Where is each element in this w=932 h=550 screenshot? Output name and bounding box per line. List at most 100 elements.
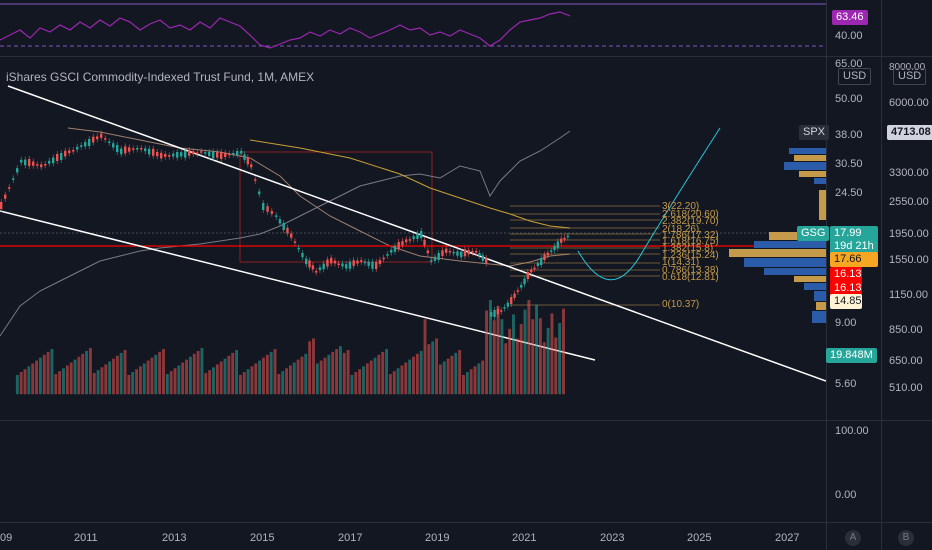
price-axis-label: 5.60 — [835, 378, 857, 390]
volume-bar — [369, 360, 373, 395]
candle-body — [533, 267, 536, 270]
candle-body — [250, 164, 253, 168]
candle-body — [546, 252, 550, 256]
volume-bar — [419, 350, 423, 395]
candle-body — [224, 152, 227, 157]
volume-bar — [408, 359, 412, 395]
volume-bar — [100, 367, 104, 395]
volume-bar — [346, 350, 350, 395]
lower-trendline[interactable] — [0, 210, 596, 361]
volume-bar — [112, 358, 115, 395]
volume-bar — [342, 352, 346, 395]
price-axis-top: 65.00 — [835, 58, 863, 70]
volume-bar — [485, 310, 488, 395]
candle-body — [48, 160, 51, 164]
gsg-symbol-badge[interactable]: GSG — [797, 226, 830, 241]
candle-body — [408, 239, 412, 241]
volume-bar — [558, 323, 562, 395]
time-axis-label: 09 — [0, 532, 13, 544]
candle-body — [536, 263, 540, 266]
volume-bar — [319, 360, 323, 395]
candle-body — [116, 145, 119, 152]
candle-body — [60, 153, 63, 160]
volume-bar — [254, 363, 258, 395]
volume-bar — [542, 342, 546, 395]
volume-bar — [196, 350, 200, 395]
volume-bar — [304, 353, 308, 395]
volume-bar — [135, 369, 138, 395]
volume-bar — [127, 375, 131, 395]
volume-pane[interactable] — [0, 300, 826, 400]
volume-bar — [162, 349, 165, 395]
spx-axis-label: 3300.00 — [889, 167, 929, 179]
candle-body — [160, 152, 163, 159]
fib-lines — [510, 205, 660, 306]
currency-badge-right[interactable]: USD — [893, 68, 927, 85]
volume-bar — [404, 362, 408, 395]
candle-body — [164, 154, 167, 157]
volume-bar — [246, 369, 250, 395]
candle-body — [475, 251, 478, 253]
volume-bar — [335, 349, 338, 395]
volume-bar — [15, 375, 19, 395]
candle-body — [371, 261, 374, 269]
volume-bar — [58, 371, 62, 395]
volume-bar — [523, 309, 527, 395]
candle-body — [28, 159, 31, 166]
candle-body — [16, 168, 19, 173]
log-scale-button[interactable]: B — [898, 530, 914, 546]
fib-label: 1.382(15.8) — [662, 243, 714, 254]
volume-bar — [177, 365, 181, 395]
candle-body — [311, 265, 315, 270]
candle-body — [124, 146, 127, 154]
volume-bar — [219, 361, 223, 395]
volume-bar — [192, 353, 196, 395]
spx-axis-label: 650.00 — [889, 355, 923, 367]
volume-bar — [538, 318, 542, 395]
volume-bar — [531, 319, 535, 395]
auto-scale-button[interactable]: A — [845, 530, 861, 546]
volume-bar — [315, 363, 319, 395]
fib-label: 2(18.26) — [662, 224, 700, 235]
volume-bar — [488, 300, 492, 395]
main-chart[interactable] — [0, 56, 826, 419]
volume-bar — [527, 300, 531, 395]
candle-body — [278, 219, 282, 224]
volume-bar — [300, 356, 304, 395]
pane-separator — [0, 56, 932, 57]
volume-bar — [235, 350, 238, 395]
volume-bar — [250, 366, 254, 395]
volume-bar — [23, 369, 27, 395]
spx-symbol-badge[interactable]: SPX — [799, 125, 830, 140]
volume-bar — [388, 374, 392, 395]
time-axis-label: 2015 — [250, 532, 275, 544]
volume-bar — [208, 370, 212, 395]
currency-badge-left[interactable]: USD — [838, 68, 872, 85]
candle-body — [275, 215, 278, 217]
volume-bar — [131, 372, 135, 395]
volume-bar — [450, 355, 454, 395]
candle-body — [426, 250, 430, 254]
candle-body — [452, 251, 455, 254]
volume-bar — [365, 363, 369, 395]
time-axis-label: 2017 — [338, 532, 363, 544]
volume-bar — [454, 352, 458, 395]
rsi-pane[interactable] — [0, 0, 826, 56]
volume-bar — [223, 358, 227, 395]
candle-body — [308, 260, 311, 268]
candle-body — [152, 148, 155, 156]
volume-bar — [323, 357, 327, 395]
candle-body — [526, 272, 530, 279]
candle-body — [68, 150, 71, 154]
volume-bar — [350, 375, 354, 395]
volume-bar — [385, 349, 388, 395]
candle-body — [348, 261, 352, 269]
rsi-line — [0, 11, 571, 49]
candle-body — [297, 247, 300, 250]
candle-body — [430, 260, 433, 262]
volume-bar — [492, 320, 496, 395]
volume-bar — [285, 368, 288, 395]
candle-body — [92, 136, 95, 143]
volume-bar — [392, 371, 396, 395]
volume-bar — [38, 357, 42, 395]
